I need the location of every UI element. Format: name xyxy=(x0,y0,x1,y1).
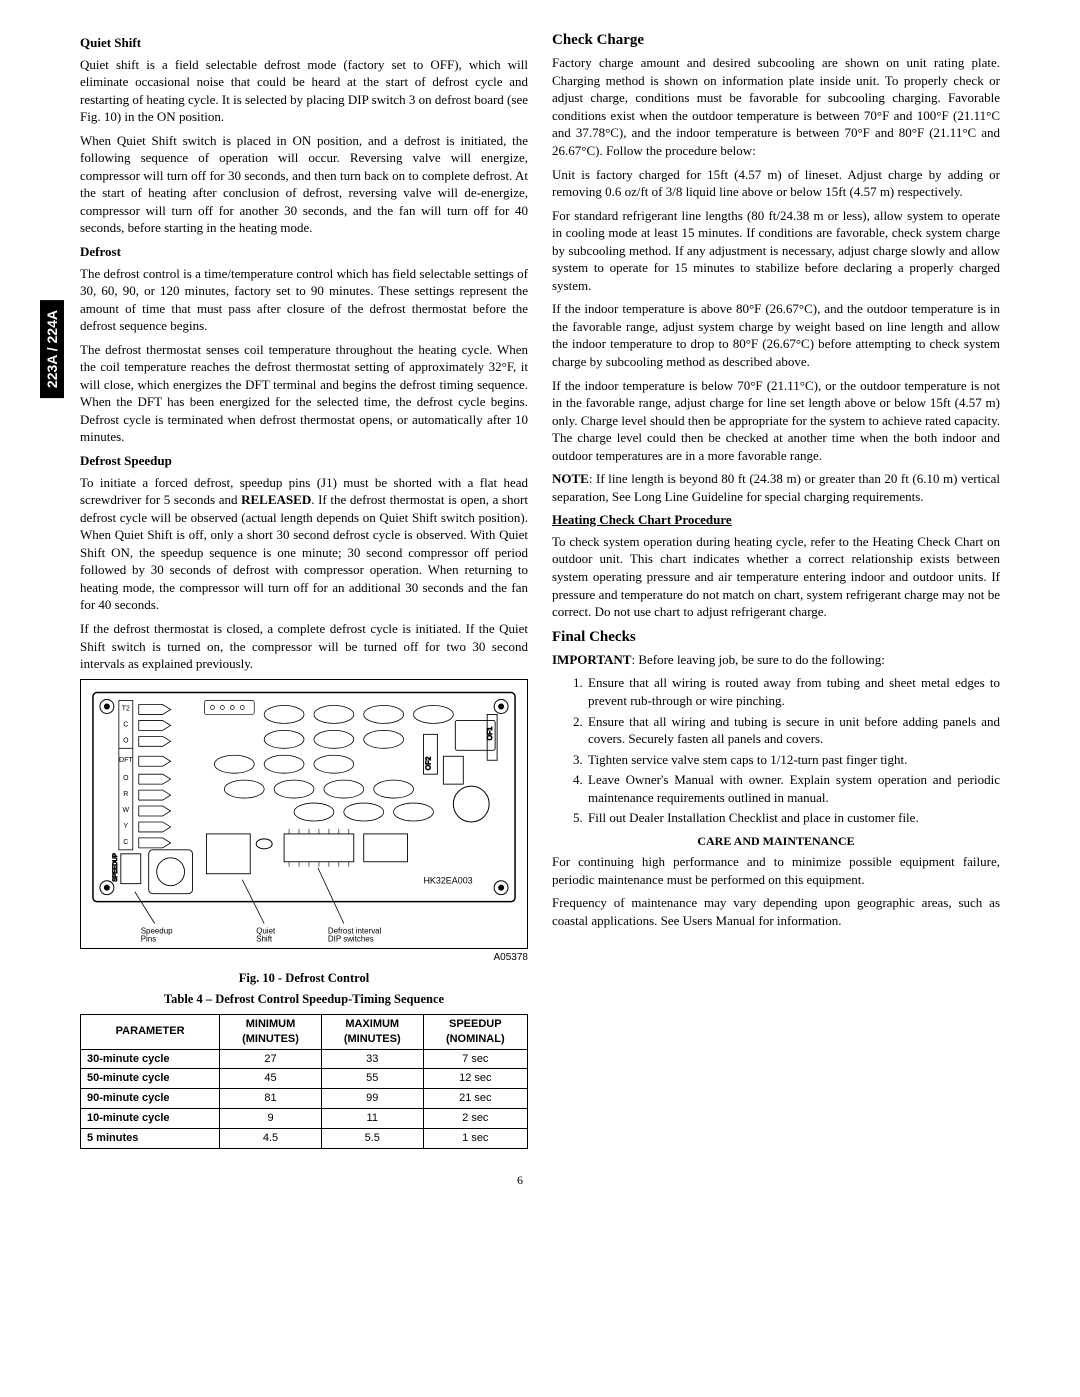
speedup-para-2: If the defrost thermostat is closed, a c… xyxy=(80,620,528,673)
svg-text:SPEEDUP: SPEEDUP xyxy=(113,853,119,882)
svg-text:OF1: OF1 xyxy=(487,726,494,740)
table-cell: 2 sec xyxy=(423,1109,527,1129)
list-item: Tighten service valve stem caps to 1/12-… xyxy=(586,751,1000,769)
final-checks-heading: Final Checks xyxy=(552,627,1000,647)
table-cell: 45 xyxy=(220,1069,322,1089)
defrost-heading: Defrost xyxy=(80,243,528,261)
heating-para: To check system operation during heating… xyxy=(552,533,1000,621)
table-cell: 21 sec xyxy=(423,1089,527,1109)
model-tab: 223A / 224A xyxy=(40,300,64,398)
table-cell: 1 sec xyxy=(423,1128,527,1148)
care-para-2: Frequency of maintenance may vary depend… xyxy=(552,894,1000,929)
table-row: 10-minute cycle9112 sec xyxy=(81,1109,528,1129)
defrost-para-2: The defrost thermostat senses coil tempe… xyxy=(80,341,528,446)
heating-procedure-heading: Heating Check Chart Procedure xyxy=(552,511,1000,529)
svg-text:Pins: Pins xyxy=(141,934,156,943)
svg-text:Y: Y xyxy=(123,823,128,830)
care-maintenance-heading: CARE AND MAINTENANCE xyxy=(552,833,1000,849)
table-cell: 27 xyxy=(220,1049,322,1069)
svg-text:C: C xyxy=(123,721,128,728)
svg-text:T2: T2 xyxy=(122,705,130,712)
left-column: Quiet Shift Quiet shift is a field selec… xyxy=(80,30,528,1149)
speedup-para-1: To initiate a forced defrost, speedup pi… xyxy=(80,474,528,614)
check-para-4: If the indoor temperature is above 80°F … xyxy=(552,300,1000,370)
svg-text:O: O xyxy=(123,737,129,744)
diagram-code: A05378 xyxy=(80,951,528,965)
list-item: Ensure that all wiring and tubing is sec… xyxy=(586,713,1000,748)
page-number: 6 xyxy=(40,1173,1000,1188)
svg-text:Shift: Shift xyxy=(256,934,273,943)
list-item: Fill out Dealer Installation Checklist a… xyxy=(586,809,1000,827)
defrost-speedup-heading: Defrost Speedup xyxy=(80,452,528,470)
table-cell: 30-minute cycle xyxy=(81,1049,220,1069)
right-column: Check Charge Factory charge amount and d… xyxy=(552,30,1000,1149)
table-header: MAXIMUM(MINUTES) xyxy=(321,1014,423,1049)
list-item: Ensure that all wiring is routed away fr… xyxy=(586,674,1000,709)
list-item: Leave Owner's Manual with owner. Explain… xyxy=(586,771,1000,806)
table-cell: 7 sec xyxy=(423,1049,527,1069)
check-charge-heading: Check Charge xyxy=(552,30,1000,50)
table-header: SPEEDUP(NOMINAL) xyxy=(423,1014,527,1049)
svg-text:W: W xyxy=(123,807,130,814)
table-row: 30-minute cycle27337 sec xyxy=(81,1049,528,1069)
check-para-3: For standard refrigerant line lengths (8… xyxy=(552,207,1000,295)
table-cell: 4.5 xyxy=(220,1128,322,1148)
pcb-svg: T2 C O DFT O R W Y C xyxy=(85,684,523,944)
check-para-2: Unit is factory charged for 15ft (4.57 m… xyxy=(552,166,1000,201)
svg-text:C: C xyxy=(123,838,128,845)
table-cell: 33 xyxy=(321,1049,423,1069)
table-cell: 9 xyxy=(220,1109,322,1129)
table-cell: 12 sec xyxy=(423,1069,527,1089)
svg-text:DFT: DFT xyxy=(119,757,133,764)
table-cell: 55 xyxy=(321,1069,423,1089)
quiet-shift-para-2: When Quiet Shift switch is placed in ON … xyxy=(80,132,528,237)
table-cell: 5 minutes xyxy=(81,1128,220,1148)
speedup-timing-table: PARAMETERMINIMUM(MINUTES)MAXIMUM(MINUTES… xyxy=(80,1014,528,1149)
table-cell: 99 xyxy=(321,1089,423,1109)
svg-text:O: O xyxy=(123,775,129,782)
check-para-5: If the indoor temperature is below 70°F … xyxy=(552,377,1000,465)
care-para-1: For continuing high performance and to m… xyxy=(552,853,1000,888)
quiet-shift-heading: Quiet Shift xyxy=(80,34,528,52)
table-header: MINIMUM(MINUTES) xyxy=(220,1014,322,1049)
svg-text:R: R xyxy=(123,791,128,798)
table-caption: Table 4 – Defrost Control Speedup-Timing… xyxy=(80,991,528,1008)
important-line: IMPORTANT: Before leaving job, be sure t… xyxy=(552,651,1000,669)
table-cell: 11 xyxy=(321,1109,423,1129)
svg-text:DIP switches: DIP switches xyxy=(328,934,374,943)
table-row: 50-minute cycle455512 sec xyxy=(81,1069,528,1089)
svg-text:OF2: OF2 xyxy=(425,756,432,770)
check-para-1: Factory charge amount and desired subcoo… xyxy=(552,54,1000,159)
table-cell: 81 xyxy=(220,1089,322,1109)
quiet-shift-para-1: Quiet shift is a field selectable defros… xyxy=(80,56,528,126)
table-cell: 50-minute cycle xyxy=(81,1069,220,1089)
table-row: 5 minutes4.55.51 sec xyxy=(81,1128,528,1148)
figure-caption: Fig. 10 - Defrost Control xyxy=(80,970,528,987)
check-note: NOTE: If line length is beyond 80 ft (24… xyxy=(552,470,1000,505)
part-number: HK32EA003 xyxy=(423,875,472,885)
table-row: 90-minute cycle819921 sec xyxy=(81,1089,528,1109)
final-checks-list: Ensure that all wiring is routed away fr… xyxy=(586,674,1000,826)
table-cell: 10-minute cycle xyxy=(81,1109,220,1129)
table-cell: 90-minute cycle xyxy=(81,1089,220,1109)
table-header: PARAMETER xyxy=(81,1014,220,1049)
two-column-layout: Quiet Shift Quiet shift is a field selec… xyxy=(80,30,1000,1149)
defrost-para-1: The defrost control is a time/temperatur… xyxy=(80,265,528,335)
table-cell: 5.5 xyxy=(321,1128,423,1148)
defrost-control-diagram: T2 C O DFT O R W Y C xyxy=(80,679,528,949)
